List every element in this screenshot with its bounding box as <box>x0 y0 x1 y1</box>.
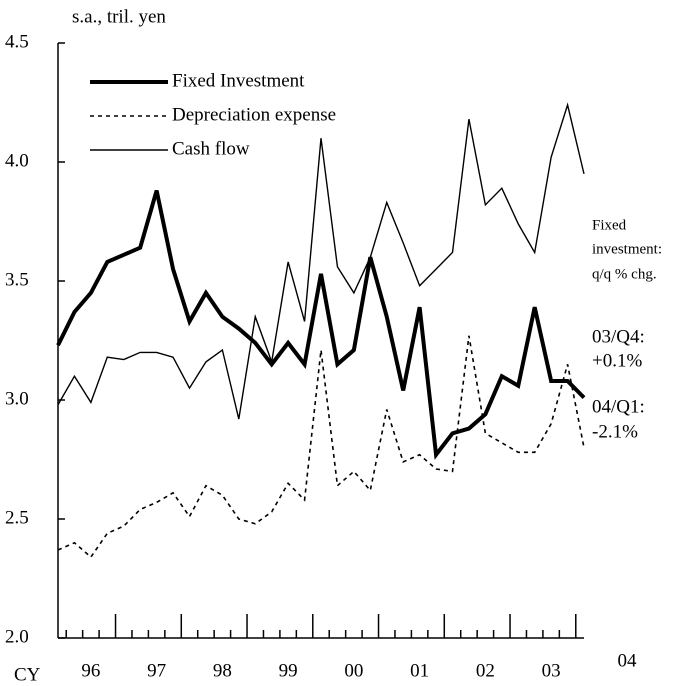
y-tick-label: 2.5 <box>5 507 29 528</box>
legend-label: Fixed Investment <box>172 70 305 91</box>
y-tick-label: 4.0 <box>5 150 29 171</box>
series-line <box>56 190 586 460</box>
annotation: 03/Q4: <box>592 326 645 347</box>
x-tick-label: 98 <box>213 660 232 681</box>
x-tick-label: 99 <box>279 660 298 681</box>
x-end-label: 04 <box>618 650 638 671</box>
annotation: investment: <box>592 241 662 257</box>
series-line <box>57 102 585 420</box>
legend-label: Cash flow <box>172 138 250 159</box>
y-axis-label: s.a., tril. yen <box>72 6 166 27</box>
annotation: +0.1% <box>592 350 642 371</box>
annotation: 04/Q1: <box>592 396 645 417</box>
x-tick-label: 97 <box>147 660 166 681</box>
annotation: -2.1% <box>592 421 638 442</box>
y-tick-label: 3.0 <box>5 388 29 409</box>
x-tick-label: 00 <box>344 660 363 681</box>
x-tick-label: 03 <box>542 660 561 681</box>
x-prefix: CY <box>14 664 41 685</box>
y-tick-label: 2.0 <box>5 626 29 647</box>
annotation: Fixed <box>592 217 627 233</box>
x-tick-label: 01 <box>410 660 429 681</box>
series-line <box>57 335 585 559</box>
y-tick-label: 4.5 <box>5 31 29 52</box>
x-tick-label: 02 <box>476 660 495 681</box>
legend-label: Depreciation expense <box>172 104 336 125</box>
y-tick-label: 3.5 <box>5 269 29 290</box>
x-tick-label: 96 <box>81 660 100 681</box>
annotation: q/q % chg. <box>592 266 657 282</box>
